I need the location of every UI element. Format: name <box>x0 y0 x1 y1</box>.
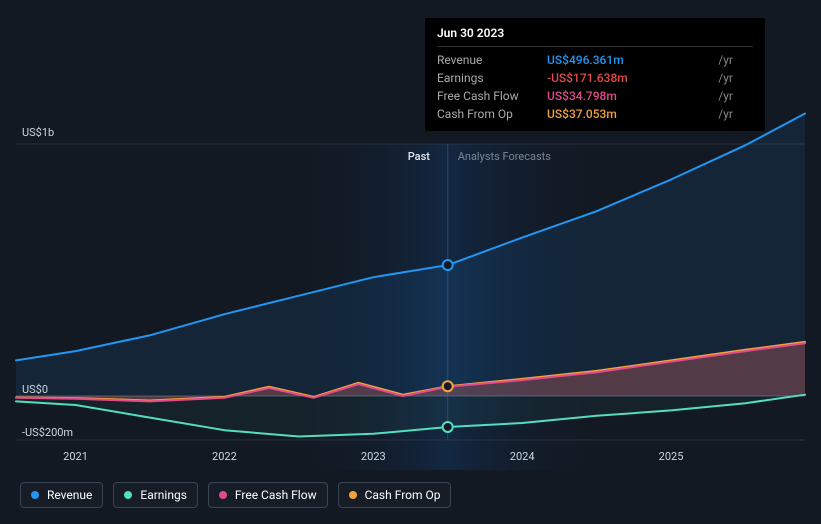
tooltip-title: Jun 30 2023 <box>437 26 753 47</box>
tooltip-row: Earnings-US$171.638m/yr <box>437 69 753 87</box>
chart-legend: Revenue Earnings Free Cash Flow Cash From O… <box>20 482 451 508</box>
legend-dot-icon <box>219 491 227 499</box>
x-axis-label: 2022 <box>212 450 237 463</box>
legend-item-cashFromOp[interactable]: Cash From Op <box>338 482 452 508</box>
x-axis-label: 2021 <box>63 450 88 463</box>
tooltip-row: RevenueUS$496.361m/yr <box>437 51 753 69</box>
legend-label: Free Cash Flow <box>235 488 317 502</box>
tooltip-row-label: Free Cash Flow <box>437 87 547 105</box>
tooltip-row-unit: /yr <box>714 51 753 69</box>
legend-dot-icon <box>349 491 357 499</box>
tooltip-row-value: US$34.798m <box>547 87 714 105</box>
legend-item-freeCashFlow[interactable]: Free Cash Flow <box>208 482 328 508</box>
tooltip-row-label: Revenue <box>437 51 547 69</box>
tooltip-row: Cash From OpUS$37.053m/yr <box>437 105 753 123</box>
financials-chart: US$1b US$0 -US$200m 2021 2022 2023 2024 2025 P… <box>0 0 821 524</box>
tooltip-row-unit: /yr <box>714 87 753 105</box>
region-label-forecast: Analysts Forecasts <box>458 150 551 163</box>
tooltip-row-label: Cash From Op <box>437 105 547 123</box>
tooltip-row-value: US$496.361m <box>547 51 714 69</box>
legend-label: Earnings <box>140 488 187 502</box>
x-axis-label: 2024 <box>510 450 535 463</box>
legend-item-revenue[interactable]: Revenue <box>20 482 103 508</box>
tooltip-row-value: US$37.053m <box>547 105 714 123</box>
y-axis-label: US$1b <box>22 126 54 139</box>
tooltip-row-unit: /yr <box>714 105 753 123</box>
tooltip-row-label: Earnings <box>437 69 547 87</box>
legend-dot-icon <box>124 491 132 499</box>
legend-label: Cash From Op <box>365 488 441 502</box>
x-axis-label: 2023 <box>361 450 386 463</box>
legend-item-earnings[interactable]: Earnings <box>113 482 198 508</box>
tooltip-row: Free Cash FlowUS$34.798m/yr <box>437 87 753 105</box>
y-axis-label: -US$200m <box>22 426 73 439</box>
region-label-past: Past <box>408 150 430 163</box>
chart-tooltip: Jun 30 2023 RevenueUS$496.361m/yrEarning… <box>425 18 765 131</box>
tooltip-table: RevenueUS$496.361m/yrEarnings-US$171.638… <box>437 51 753 123</box>
tooltip-row-value: -US$171.638m <box>547 69 714 87</box>
legend-label: Revenue <box>47 488 92 502</box>
x-axis-label: 2025 <box>659 450 684 463</box>
y-axis-label: US$0 <box>22 383 48 396</box>
legend-dot-icon <box>31 491 39 499</box>
tooltip-row-unit: /yr <box>714 69 753 87</box>
